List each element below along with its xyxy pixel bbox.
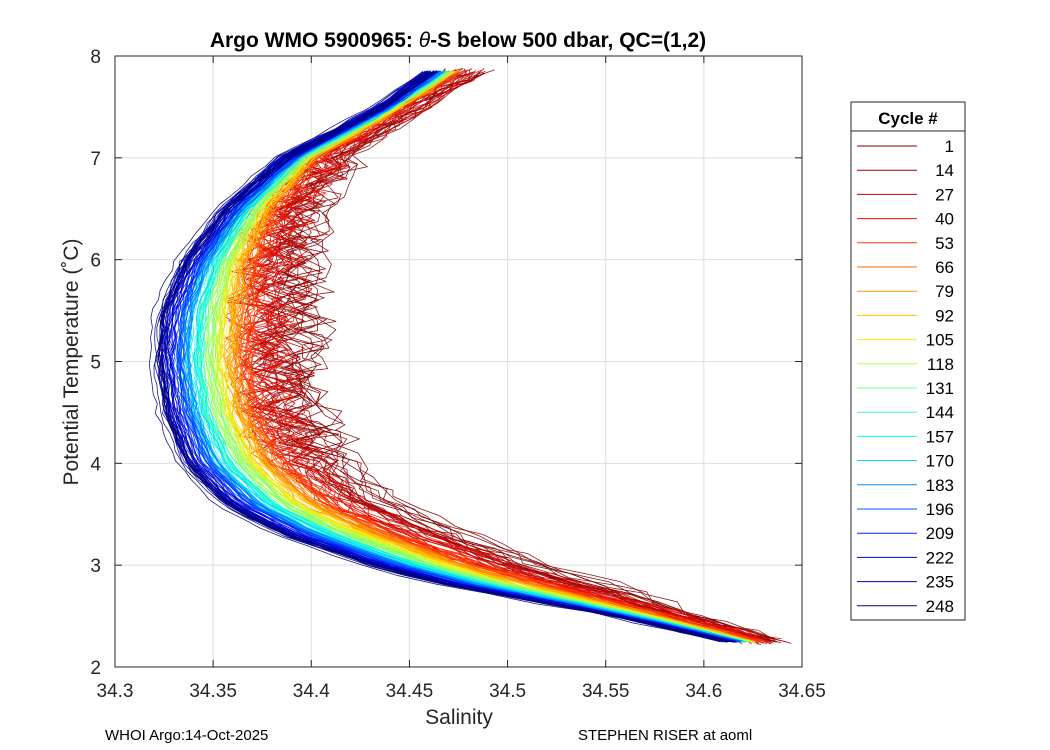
chart-title: Argo WMO 5900965: θ-S below 500 dbar, QC… xyxy=(210,29,706,52)
y-tick-label: 7 xyxy=(90,149,101,170)
x-tick-label: 34.35 xyxy=(189,681,237,702)
cycle-curve xyxy=(247,71,768,644)
legend-entry-label: 170 xyxy=(926,452,954,471)
cycle-curve xyxy=(163,71,736,643)
legend-entry-label: 40 xyxy=(935,210,954,229)
cycle-curve xyxy=(211,71,751,642)
legend-entry-label: 66 xyxy=(935,258,954,277)
legend-entry-label: 27 xyxy=(935,185,954,204)
cycle-curve xyxy=(180,71,737,643)
cycle-curve xyxy=(247,71,761,643)
cycle-curve xyxy=(157,71,733,642)
y-tick-label: 4 xyxy=(90,454,101,475)
cycle-curve xyxy=(216,70,748,643)
legend-entry-label: 53 xyxy=(935,234,954,253)
legend-title: Cycle # xyxy=(878,109,938,128)
cycle-curve xyxy=(160,71,730,643)
legend-entry-label: 105 xyxy=(926,331,954,350)
legend-entry-label: 1 xyxy=(945,137,954,156)
cycle-curve xyxy=(253,69,771,645)
legend-entry-label: 248 xyxy=(926,597,954,616)
legend-entry-label: 79 xyxy=(935,282,954,301)
cycle-curve xyxy=(286,71,776,640)
x-tick-label: 34.65 xyxy=(778,681,826,702)
cycle-curve xyxy=(246,73,767,643)
cycle-curve xyxy=(255,68,772,643)
cycle-curve xyxy=(283,72,775,643)
legend-entry-label: 144 xyxy=(926,403,954,422)
legend-entry-label: 14 xyxy=(935,161,954,180)
y-tick-label: 6 xyxy=(90,251,101,272)
legend-entry-label: 222 xyxy=(926,548,954,567)
legend: Cycle # 1 14 27 40 53 66 79 92 105 118 131 144 157 17… xyxy=(850,101,966,621)
y-tick-label: 3 xyxy=(90,556,101,577)
cycle-curve xyxy=(231,70,756,643)
footer-right: STEPHEN RISER at aoml xyxy=(578,727,752,744)
cycle-curve xyxy=(225,71,752,643)
x-axis-label: Salinity xyxy=(425,706,493,729)
y-tick-label: 5 xyxy=(90,353,101,374)
x-axis-ticks: 34.3 34.35 34.4 34.45 34.5 34.55 34.6 34.65 xyxy=(97,56,826,702)
y-axis-ticks: 2 3 4 5 6 7 8 xyxy=(90,47,802,679)
legend-entry-label: 235 xyxy=(926,573,954,592)
x-tick-label: 34.55 xyxy=(582,681,630,702)
legend-entry-label: 209 xyxy=(926,524,954,543)
cycle-curve xyxy=(171,71,736,643)
legend-entry-label: 157 xyxy=(926,427,954,446)
cycle-curve xyxy=(243,68,748,642)
legend-entry-label: 118 xyxy=(927,355,954,374)
legend-entry-label: 92 xyxy=(935,306,954,325)
legend-entry-label: 131 xyxy=(926,379,954,398)
cycle-curve xyxy=(148,71,721,643)
legend-entry-label: 183 xyxy=(926,476,954,495)
cycle-curve xyxy=(228,71,754,642)
cycle-curve xyxy=(200,71,744,643)
legend-items: 1 14 27 40 53 66 79 92 105 118 131 144 157 170 183 196 2… xyxy=(857,137,954,616)
theta-s-curves xyxy=(148,68,792,645)
cycle-curve xyxy=(178,70,740,642)
footer-left: WHOI Argo:14-Oct-2025 xyxy=(105,727,268,744)
cycle-curve xyxy=(165,71,734,643)
y-tick-label: 8 xyxy=(90,47,101,68)
legend-entry-label: 196 xyxy=(926,500,954,519)
cycle-curve xyxy=(208,71,748,643)
x-tick-label: 34.6 xyxy=(685,681,722,702)
cycle-curve xyxy=(286,69,777,643)
cycle-curve xyxy=(182,70,742,642)
x-tick-label: 34.3 xyxy=(97,681,134,702)
y-axis-label: Potential Temperature (˚C) xyxy=(60,238,83,485)
x-tick-label: 34.5 xyxy=(489,681,526,702)
x-tick-label: 34.45 xyxy=(386,681,434,702)
plot-axes: 34.3 34.35 34.4 34.45 34.5 34.55 34.6 34.65 234… xyxy=(90,47,825,702)
cycle-curve xyxy=(217,71,753,643)
cycle-curve xyxy=(261,72,787,643)
cycle-curve xyxy=(153,71,728,643)
x-tick-label: 34.4 xyxy=(293,681,330,702)
y-tick-label: 2 xyxy=(90,658,101,679)
